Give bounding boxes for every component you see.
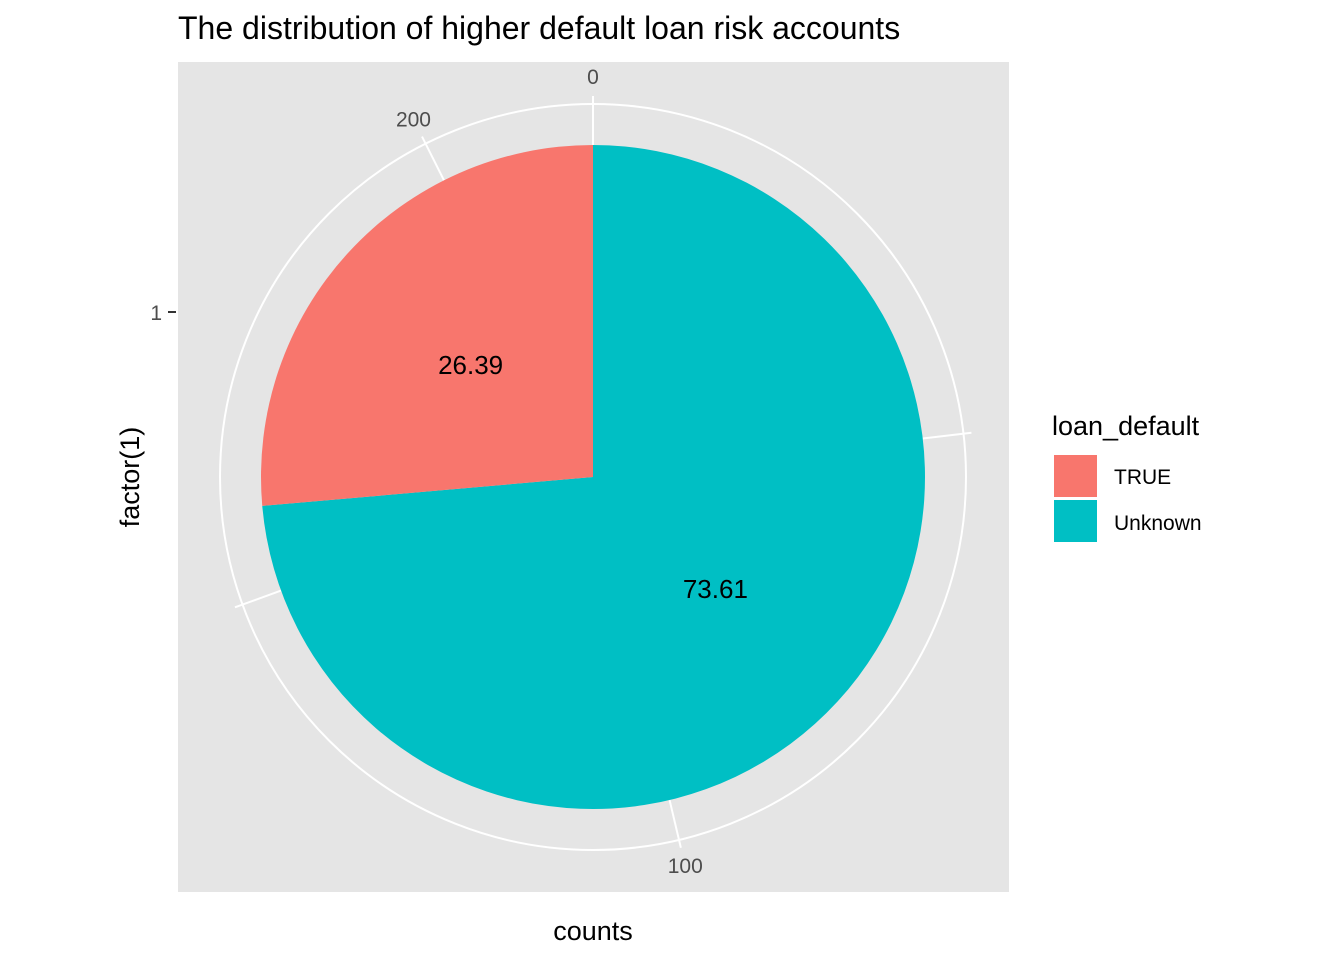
pie-slices [261, 145, 925, 810]
y-tick-label: 1 [150, 302, 162, 325]
legend-label-unknown: Unknown [1114, 512, 1202, 535]
grid-line [234, 589, 282, 609]
legend-label-true: TRUE [1114, 466, 1171, 489]
grid-line [922, 431, 972, 440]
theta-tick-label: 200 [396, 109, 431, 132]
polar-grid [219, 96, 972, 851]
slice-label-unknown: 73.61 [683, 574, 748, 604]
pie-slice-unknown [262, 145, 925, 810]
y-axis-title: factor(1) [115, 427, 145, 528]
legend-title: loan_default [1052, 411, 1200, 441]
theta-tick-labels: 0 100 200 [396, 66, 703, 878]
x-axis-title: counts [553, 916, 633, 946]
grid-line [421, 136, 445, 181]
theta-tick-label: 100 [668, 855, 703, 878]
theta-tick-label: 0 [587, 66, 599, 89]
grid-line [668, 799, 682, 848]
slice-label-true: 26.39 [438, 350, 503, 380]
legend-key-unknown [1054, 500, 1097, 542]
pie-slice-true [261, 145, 593, 506]
chart-title: The distribution of higher default loan … [178, 10, 900, 46]
slice-labels: 73.61 26.39 [438, 350, 748, 604]
legend-key-true [1054, 455, 1097, 497]
